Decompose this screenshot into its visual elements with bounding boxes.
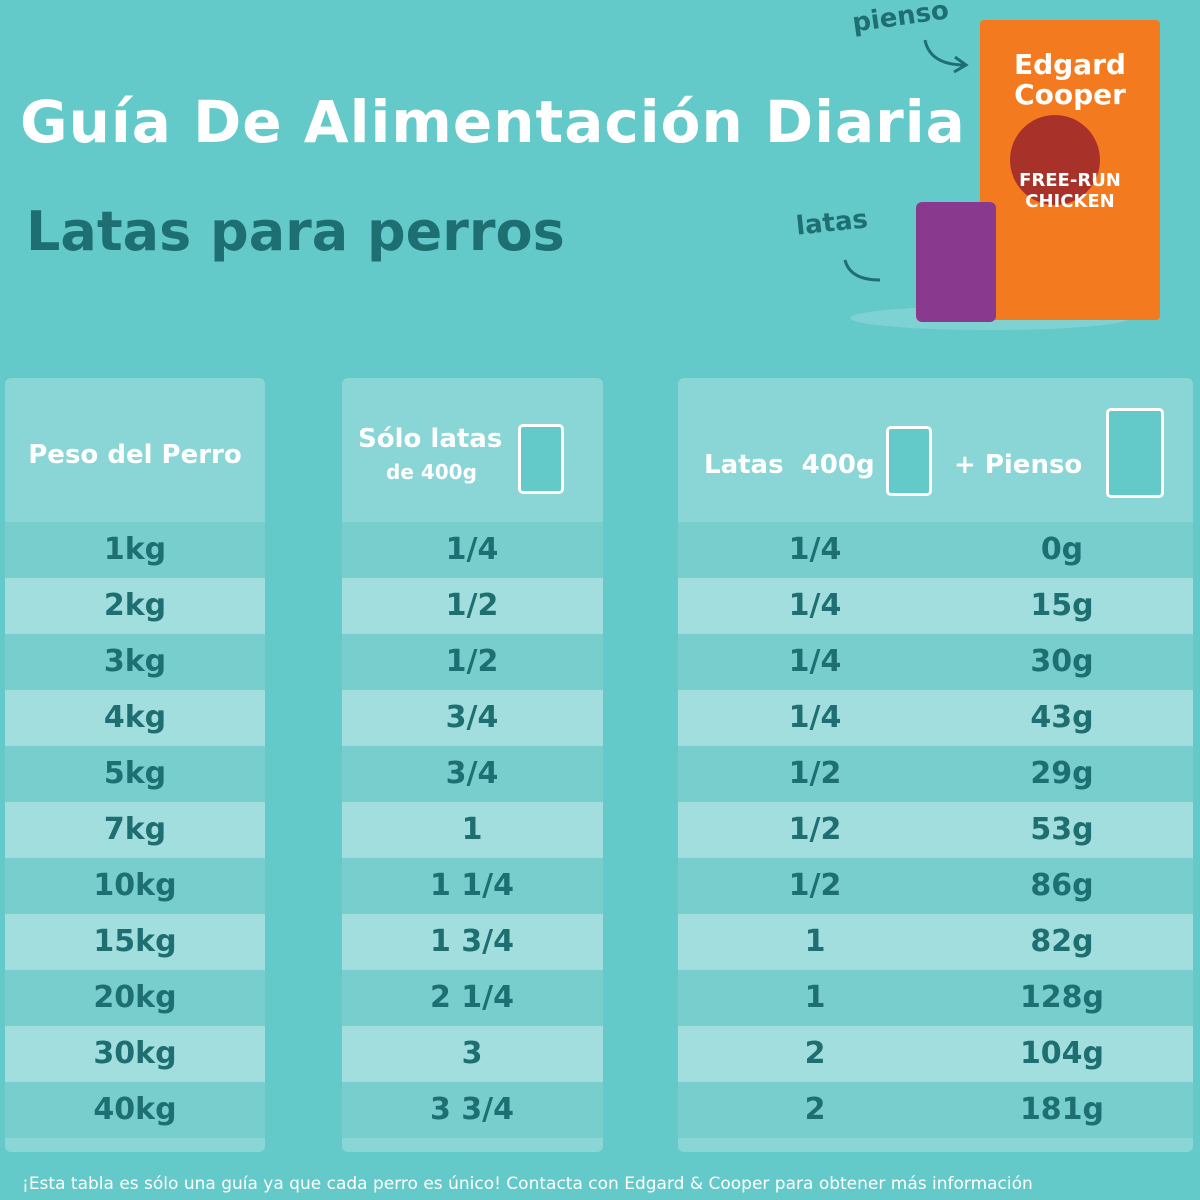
table-cell: 15g [1030, 588, 1094, 623]
row-stripe [342, 1082, 603, 1138]
row-stripe [678, 858, 1193, 914]
panel: Sólo latas de 400g 1/4 1/2 1/2 3/4 3/4 1 1 1/4… [342, 378, 603, 1152]
row-stripe [342, 634, 603, 690]
table-cell: 1/4 [445, 532, 499, 567]
row-stripe [5, 1082, 265, 1138]
row-stripe [342, 1026, 603, 1082]
row-stripe [5, 858, 265, 914]
panel: Peso del Perro 1kg 2kg 3kg 4kg 5kg 7kg 10kg 15k… [5, 378, 265, 1152]
table-cell: 82g [1030, 924, 1094, 959]
row-stripe [5, 746, 265, 802]
row-stripe [342, 970, 603, 1026]
table-cell: 104g [1019, 1036, 1105, 1071]
header-cell: Latas 400g [704, 450, 875, 480]
row-stripe [342, 802, 603, 858]
table-cell: 4kg [103, 700, 167, 735]
row-stripe [342, 858, 603, 914]
row-stripe [678, 690, 1193, 746]
table-cell: 1 [804, 924, 826, 959]
row-stripe [342, 578, 603, 634]
row-stripe [5, 690, 265, 746]
table-cell: 3 [461, 1036, 483, 1071]
can-icon [518, 424, 564, 494]
table-cell: 1/2 [445, 588, 499, 623]
row-stripe [678, 522, 1193, 578]
table-cell: 43g [1030, 700, 1094, 735]
flavor: FREE-RUN CHICKEN [1019, 170, 1121, 212]
table-cell: 1/4 [788, 588, 842, 623]
header-cell: Sólo latas [358, 424, 503, 454]
table-cell: 181g [1019, 1092, 1105, 1127]
table-cell: 2kg [103, 588, 167, 623]
table-cell: 2 [804, 1036, 826, 1071]
row-stripe [678, 1026, 1193, 1082]
row-stripe [5, 802, 265, 858]
row-stripe [678, 578, 1193, 634]
table-cell: 3/4 [445, 700, 499, 735]
table-cell: 1 [804, 980, 826, 1015]
table-cell: 3/4 [445, 756, 499, 791]
table-cell: 1/2 [788, 812, 842, 847]
table-cell: 2 [804, 1092, 826, 1127]
table-cell: 2 1/4 [429, 980, 515, 1015]
table-cell: 20kg [93, 980, 177, 1015]
table-cell: 30g [1030, 644, 1094, 679]
panel: Latas 400g + Pienso 1/4 0g 1/4 15g 1/4 30g 1/4… [678, 378, 1193, 1152]
table-cell: 5kg [103, 756, 167, 791]
table-cell: 3kg [103, 644, 167, 679]
row-stripe [5, 1026, 265, 1082]
bag-icon [1106, 408, 1164, 498]
row-stripe [5, 914, 265, 970]
row-stripe [342, 522, 603, 578]
table-cell: 53g [1030, 812, 1094, 847]
row-stripe [678, 746, 1193, 802]
title: Guía De Alimentación Diaria [20, 88, 966, 156]
table-cell: 10kg [93, 868, 177, 903]
row-stripe [678, 914, 1193, 970]
row-stripe [342, 690, 603, 746]
header-cell: + Pienso [954, 450, 1083, 480]
row-stripe [678, 802, 1193, 858]
table-cell: 7kg [103, 812, 167, 847]
row-stripe [342, 746, 603, 802]
table-cell: 1/4 [788, 532, 842, 567]
table-cell: 1/2 [788, 756, 842, 791]
row-stripe [342, 914, 603, 970]
row-stripe [5, 522, 265, 578]
table-cell: 1kg [103, 532, 167, 567]
row-stripe [678, 1082, 1193, 1138]
table-cell: 1 3/4 [429, 924, 515, 959]
can-icon [886, 426, 932, 496]
brand: Edgard Cooper [1014, 48, 1126, 111]
table-cell: 29g [1030, 756, 1094, 791]
table-cell: 86g [1030, 868, 1094, 903]
row-stripe [678, 970, 1193, 1026]
table-cell: 1/4 [788, 644, 842, 679]
table-cell: 1/2 [788, 868, 842, 903]
row-stripe [5, 970, 265, 1026]
row-stripe [678, 634, 1193, 690]
subtitle: Latas para perros [26, 200, 565, 263]
table-cell: 15kg [93, 924, 177, 959]
footnote: ¡Esta tabla es sólo una guía ya que cada… [22, 1174, 1033, 1194]
table-cell: 1/4 [788, 700, 842, 735]
header-cell: Peso del Perro [28, 440, 242, 470]
table-cell: 40kg [93, 1092, 177, 1127]
table-cell: 1 1/4 [429, 868, 515, 903]
table-cell: 3 3/4 [429, 1092, 515, 1127]
table-cell: 30kg [93, 1036, 177, 1071]
row-stripe [5, 634, 265, 690]
header-cell: de 400g [386, 460, 477, 484]
table-cell: 0g [1040, 532, 1084, 567]
row-stripe [5, 578, 265, 634]
product-art [843, 20, 1160, 330]
table-cell: 1/2 [445, 644, 499, 679]
table-cell: 128g [1019, 980, 1105, 1015]
table-cell: 1 [461, 812, 483, 847]
